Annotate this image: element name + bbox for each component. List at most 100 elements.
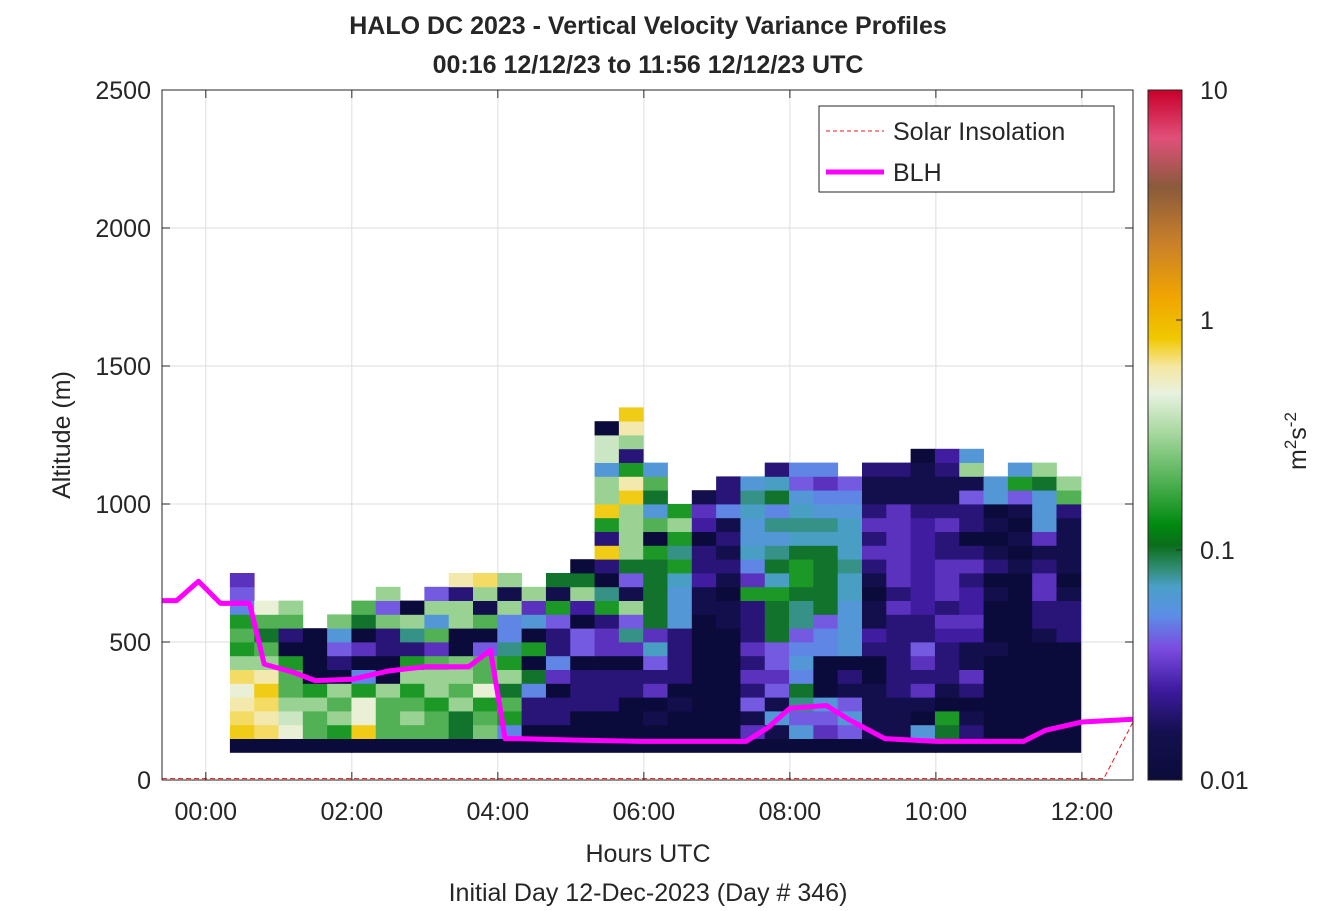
heatmap-cell: [837, 573, 863, 588]
heatmap-cell: [789, 628, 814, 643]
heatmap-cell: [959, 614, 984, 629]
heatmap-cell: [886, 559, 912, 574]
heatmap-cell: [764, 545, 790, 560]
heatmap-cell: [764, 573, 790, 588]
heatmap-cell: [302, 724, 328, 739]
heatmap-cell: [740, 586, 766, 601]
heatmap-cell: [837, 642, 863, 657]
heatmap-cell: [594, 462, 620, 477]
heatmap-cell: [448, 683, 474, 698]
heatmap-cell: [740, 573, 766, 588]
heatmap-cell: [667, 586, 693, 601]
heatmap-cell: [764, 683, 790, 698]
heatmap-cell: [618, 435, 644, 450]
heatmap-cell: [983, 531, 1009, 546]
heatmap-cell: [1032, 559, 1057, 574]
heatmap-cell: [910, 476, 936, 491]
heatmap-cell: [934, 462, 960, 477]
legend-solar-label: Solar Insolation: [893, 118, 1065, 146]
heatmap-cell: [424, 683, 450, 698]
heatmap-cell: [254, 600, 279, 615]
heatmap-cell: [643, 490, 668, 505]
heatmap-cell: [983, 504, 1009, 519]
heatmap-cell: [618, 628, 644, 643]
heatmap-cell: [764, 642, 790, 657]
heatmap-cell: [959, 724, 984, 739]
heatmap-cell: [837, 600, 863, 615]
x-tick-label: 04:00: [467, 798, 530, 826]
heatmap-cell: [643, 683, 668, 698]
heatmap-cell: [837, 517, 863, 532]
colorbar-frame: [1147, 89, 1183, 781]
heatmap-cell: [716, 683, 741, 698]
heatmap-cell: [886, 724, 912, 739]
heatmap-cell: [594, 517, 620, 532]
heatmap-cell: [764, 628, 790, 643]
heatmap-cell: [740, 711, 766, 726]
colorbar-tick-label: 0.1: [1200, 537, 1235, 565]
heatmap-cell: [375, 600, 401, 615]
heatmap-cell: [594, 614, 620, 629]
heatmap-cell: [740, 683, 766, 698]
heatmap-cell: [886, 531, 912, 546]
heatmap-cell: [618, 504, 644, 519]
heatmap-cell: [424, 586, 450, 601]
heatmap-cell: [910, 655, 936, 670]
heatmap-cell: [1007, 655, 1033, 670]
heatmap-cell: [618, 600, 644, 615]
heatmap-cell: [983, 724, 1009, 739]
heatmap-cell: [667, 559, 693, 574]
x-tick-label: 00:00: [175, 798, 238, 826]
heatmap-cell: [618, 531, 644, 546]
heatmap-cell: [643, 642, 668, 657]
heatmap-cell: [351, 697, 377, 712]
heatmap-cell: [229, 655, 255, 670]
heatmap-cell: [327, 697, 352, 712]
heatmap-cell: [473, 738, 498, 753]
heatmap-cell: [740, 545, 766, 560]
heatmap-cell: [886, 586, 912, 601]
heatmap-cell: [448, 600, 474, 615]
heatmap-cell: [716, 600, 741, 615]
heatmap-cell: [327, 738, 352, 753]
heatmap-cell: [667, 614, 693, 629]
heatmap-cell: [618, 614, 644, 629]
heatmap-cell: [740, 600, 766, 615]
heatmap-cell: [959, 490, 984, 505]
heatmap-cell: [424, 669, 450, 684]
heatmap-cell: [789, 490, 814, 505]
heatmap-cell: [643, 462, 668, 477]
heatmap-cell: [594, 711, 620, 726]
heatmap-cell: [594, 724, 620, 739]
heatmap-cell: [813, 724, 839, 739]
heatmap-cell: [424, 711, 450, 726]
heatmap-cell: [521, 669, 547, 684]
heatmap-cell: [934, 504, 960, 519]
heatmap-cell: [691, 504, 717, 519]
heatmap-cell: [1007, 614, 1033, 629]
heatmap-cell: [691, 669, 717, 684]
heatmap-cell: [910, 697, 936, 712]
heatmap-cell: [983, 697, 1009, 712]
heatmap-cell: [740, 642, 766, 657]
heatmap-cell: [813, 628, 839, 643]
heatmap-cell: [618, 724, 644, 739]
heatmap-cell: [594, 655, 620, 670]
heatmap-cell: [375, 614, 401, 629]
heatmap-cell: [618, 448, 644, 463]
heatmap-cell: [1032, 476, 1057, 491]
heatmap-cell: [594, 586, 620, 601]
heatmap-cell: [886, 476, 912, 491]
heatmap-cell: [302, 738, 328, 753]
heatmap-cell: [1032, 517, 1057, 532]
heatmap-cell: [400, 724, 425, 739]
heatmap-cell: [716, 724, 741, 739]
heatmap-cell: [229, 724, 255, 739]
heatmap-cell: [570, 628, 595, 643]
heatmap-cell: [1032, 531, 1057, 546]
heatmap-cell: [1056, 697, 1082, 712]
heatmap-cell: [813, 531, 839, 546]
heatmap-cell: [254, 724, 279, 739]
heatmap-cell: [1056, 504, 1082, 519]
heatmap-cell: [375, 697, 401, 712]
